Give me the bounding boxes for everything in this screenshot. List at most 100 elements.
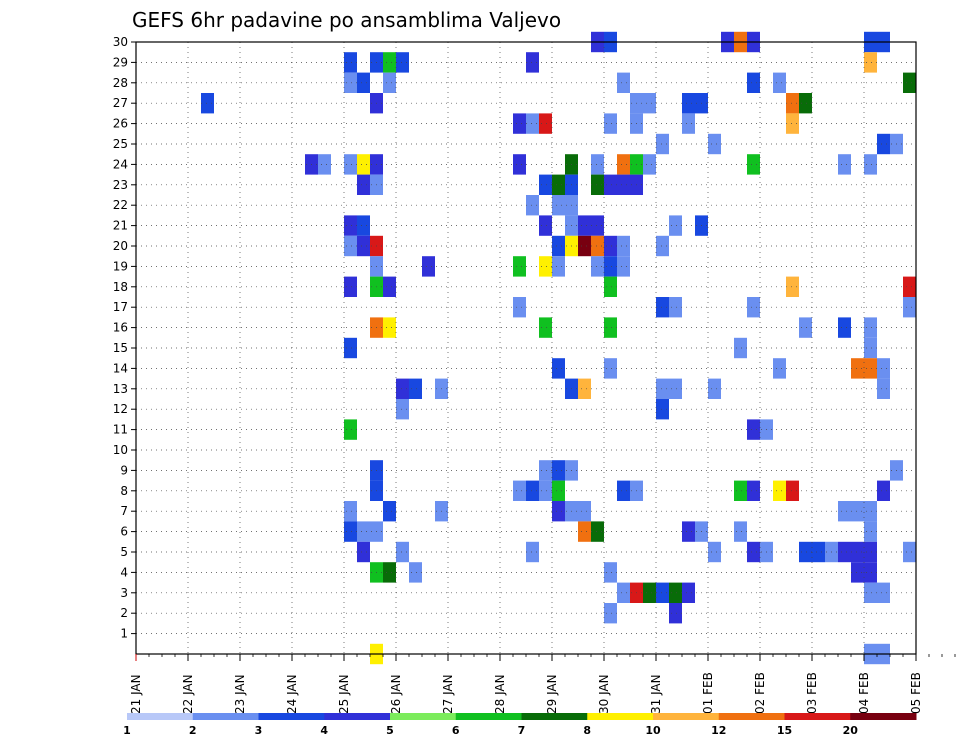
precip-cell [682, 521, 695, 542]
precip-cell [656, 582, 669, 603]
precip-cell [552, 501, 565, 522]
colorbar-segment [390, 713, 457, 720]
colorbar-segment [324, 713, 391, 720]
colorbar-label: 3 [255, 724, 263, 737]
precip-cell [552, 235, 565, 257]
precip-cell [383, 501, 396, 522]
precip-cell [864, 521, 877, 542]
precip-cell [409, 378, 422, 399]
colorbar-segment [784, 713, 851, 720]
colorbar-label: 6 [452, 724, 460, 737]
precip-cell [604, 276, 617, 297]
precip-cell [812, 541, 825, 563]
precip-cell [799, 317, 812, 338]
precip-cell [552, 358, 565, 379]
precip-cell [747, 72, 760, 93]
precip-cell [656, 378, 669, 399]
colorbar-label: 20 [843, 724, 859, 737]
precip-cell [396, 378, 409, 399]
x-tick-label: 26 JAN [389, 674, 403, 714]
precip-cell [877, 378, 890, 399]
y-tick-label: 7 [120, 504, 128, 518]
y-tick-label: 2 [120, 606, 128, 620]
precip-cell [604, 256, 617, 277]
y-tick-label: 16 [113, 321, 128, 335]
precip-cell [552, 480, 565, 501]
precip-cell [396, 541, 409, 563]
precip-cell [396, 399, 409, 420]
precip-cell [422, 256, 435, 277]
precip-cell [747, 480, 760, 501]
x-tick-label: 25 JAN [337, 674, 351, 714]
colorbar-segment [258, 713, 325, 720]
precip-cell [539, 113, 552, 134]
y-tick-label: 17 [113, 300, 128, 314]
x-tick-label: 01 FEB [701, 672, 715, 714]
grid-lines [136, 42, 916, 654]
precip-cell [357, 235, 370, 257]
precip-cell [903, 72, 916, 93]
precip-cell [513, 154, 526, 175]
precip-cell [864, 52, 877, 73]
precip-cell [747, 419, 760, 440]
precip-cell [786, 93, 799, 114]
precip-cell [357, 72, 370, 93]
precip-cell [578, 235, 591, 257]
colorbar-label: 7 [518, 724, 526, 737]
x-tick-label: 02 FEB [753, 672, 767, 714]
x-tick-label: 24 JAN [285, 674, 299, 714]
y-tick-label: 13 [113, 382, 128, 396]
colorbar-segment [587, 713, 654, 720]
precip-cell [526, 480, 539, 501]
precip-cell [864, 317, 877, 338]
precip-cell [344, 276, 357, 297]
precip-cell [344, 521, 357, 542]
precip-cell [344, 52, 357, 73]
precip-cell [383, 317, 396, 338]
precip-cell [734, 480, 747, 501]
precip-cell [617, 72, 630, 93]
precip-cell [656, 297, 669, 318]
precip-cell [513, 113, 526, 134]
colorbar-label: 8 [583, 724, 591, 737]
precip-cell [526, 52, 539, 73]
precip-cell [838, 541, 851, 563]
precip-cell [682, 93, 695, 114]
y-tick-label: 6 [120, 525, 128, 539]
y-tick-label: 12 [113, 402, 128, 416]
x-tick-label: 22 JAN [181, 674, 195, 714]
precip-cell [643, 154, 656, 175]
y-tick-label: 20 [113, 239, 128, 253]
colorbar-label: 15 [777, 724, 792, 737]
colorbar-label: 12 [711, 724, 726, 737]
precip-cell [864, 501, 877, 522]
precip-cell [578, 521, 591, 542]
y-tick-label: 25 [113, 137, 128, 151]
precip-cell [591, 521, 604, 542]
precip-cell [864, 337, 877, 359]
x-tick-label: 29 JAN [545, 674, 559, 714]
precip-cell [201, 93, 214, 114]
y-tick-label: 24 [113, 157, 128, 171]
y-tick-label: 4 [120, 565, 128, 579]
precip-cell [513, 297, 526, 318]
precip-cell [604, 317, 617, 338]
precip-cell [786, 480, 799, 501]
precip-cell [851, 562, 864, 583]
precip-cell [526, 195, 539, 216]
y-tick-label: 3 [120, 586, 128, 600]
precip-cell [604, 562, 617, 583]
precip-cell [344, 72, 357, 93]
colorbar-label: 1 [123, 724, 131, 737]
y-tick-label: 10 [113, 443, 128, 457]
precip-cell [344, 154, 357, 175]
precip-cell [617, 174, 630, 195]
precip-cell [578, 215, 591, 236]
precip-cell [383, 72, 396, 93]
y-tick-label: 30 [113, 35, 128, 49]
precip-cell [591, 154, 604, 175]
precip-cell [539, 317, 552, 338]
precip-cell [357, 154, 370, 175]
precip-cell [747, 154, 760, 175]
precip-cell [799, 541, 812, 563]
